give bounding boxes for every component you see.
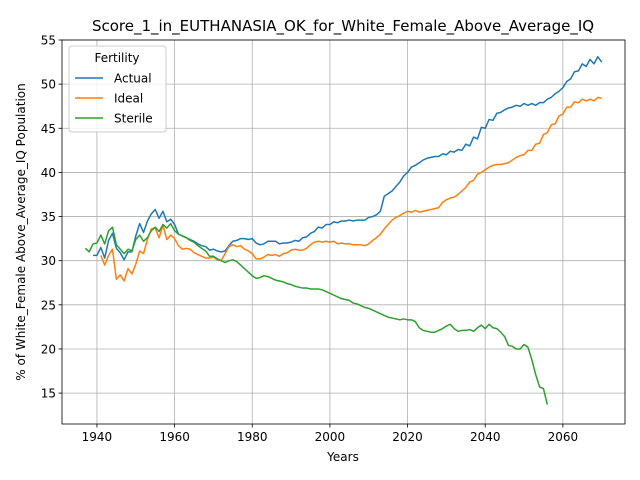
series-line-ideal xyxy=(100,96,602,282)
y-tick-label: 40 xyxy=(41,166,56,180)
y-tick-label: 45 xyxy=(41,122,56,136)
legend-label-actual: Actual xyxy=(114,72,152,86)
legend-label-sterile: Sterile xyxy=(114,112,153,126)
x-tick-label: 2020 xyxy=(392,430,423,444)
x-tick-label: 1960 xyxy=(159,430,190,444)
legend: Fertility Actual Ideal Sterile xyxy=(68,45,167,133)
series-lines xyxy=(84,56,603,405)
x-tick-label: 2000 xyxy=(315,430,346,444)
x-axis-ticks: 1940 1960 1980 2000 2020 2040 2060 xyxy=(82,424,578,444)
y-tick-label: 50 xyxy=(41,78,56,92)
plot-frame xyxy=(61,39,626,425)
y-tick-label: 20 xyxy=(41,342,56,356)
y-tick-label: 15 xyxy=(41,387,56,401)
y-tick-label: 55 xyxy=(41,34,56,48)
legend-label-ideal: Ideal xyxy=(114,92,143,106)
x-axis-label: Years xyxy=(326,450,359,464)
x-tick-label: 1940 xyxy=(82,430,113,444)
grid-lines xyxy=(62,39,625,424)
series-line-actual xyxy=(93,56,603,261)
legend-box xyxy=(68,45,167,133)
legend-title: Fertility xyxy=(94,51,139,65)
y-axis-ticks: 15 20 25 30 35 40 45 50 55 xyxy=(41,34,62,401)
y-tick-label: 30 xyxy=(41,254,56,268)
x-tick-label: 1980 xyxy=(237,430,268,444)
series-line-sterile xyxy=(84,222,549,405)
x-tick-label: 2040 xyxy=(470,430,501,444)
y-axis-label: % of White_Female Above_Average_IQ Popul… xyxy=(14,83,28,380)
x-tick-label: 2060 xyxy=(548,430,579,444)
y-tick-label: 25 xyxy=(41,298,56,312)
y-tick-label: 35 xyxy=(41,210,56,224)
chart-title: Score_1_in_EUTHANASIA_OK_for_White_Femal… xyxy=(92,17,594,36)
